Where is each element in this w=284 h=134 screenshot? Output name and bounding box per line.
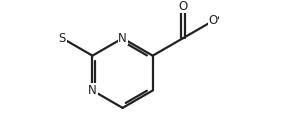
Text: O: O <box>208 14 218 27</box>
Text: N: N <box>118 32 127 45</box>
Text: S: S <box>59 32 66 45</box>
Text: N: N <box>88 84 97 97</box>
Text: O: O <box>178 0 187 13</box>
